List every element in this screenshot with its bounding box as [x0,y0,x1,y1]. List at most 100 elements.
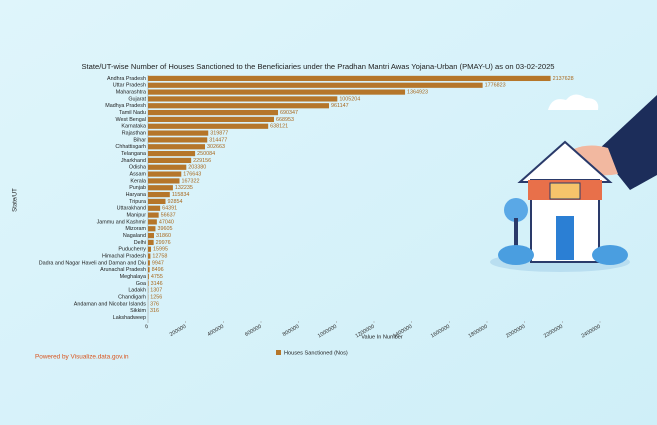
data-label: 229156 [193,158,211,164]
y-tick-label: Arunachal Pradesh [100,267,146,273]
bar [148,157,192,164]
data-label: 1307 [150,288,162,294]
data-label: 15995 [153,247,168,253]
y-tick-label: Andhra Pradesh [107,76,146,82]
data-label: 319877 [210,131,228,137]
y-tick-label: West Bengal [116,117,146,123]
y-tick-label: Chhattisgarh [115,144,146,150]
bar [148,116,274,123]
bar [148,82,483,88]
data-label: 167322 [182,178,200,184]
y-tick-label: Himachal Pradesh [102,254,146,260]
y-tick-label: Rajasthan [122,131,146,137]
legend-label: Houses Sanctioned (Nos) [284,350,348,356]
data-label: 1776823 [485,83,506,89]
y-axis-label: State/UT [13,188,19,212]
data-label: 176643 [183,172,201,178]
y-tick-label: Mizoram [125,226,146,232]
data-label: 2137628 [553,76,574,82]
bar [148,212,159,218]
bar [148,137,208,143]
y-tick-label: Lakshadweep [113,315,146,321]
y-tick-label: Bihar [133,137,146,143]
bar [148,178,180,184]
y-tick-label: Delhi [134,240,146,246]
legend-swatch [276,350,281,355]
data-label: 302663 [207,144,225,150]
data-label: 1256 [150,295,162,301]
data-label: 9947 [152,260,164,266]
y-tick-label: Assam [130,172,147,178]
chart-title: State/UT-wise Number of Houses Sanctione… [81,62,554,71]
bar [148,185,173,191]
y-tick-label: Maharashtra [116,90,146,96]
bar [148,260,150,266]
bar [148,253,151,259]
y-tick-label: Meghalaya [120,274,146,280]
y-tick-label: Odisha [129,165,146,171]
y-tick-label: Tripura [129,199,146,205]
bar [148,273,149,280]
bar [148,226,156,232]
bar [148,109,279,116]
data-label: 203380 [188,165,206,171]
y-tick-label: Kerala [130,178,146,184]
y-tick-label: Ladakh [128,288,146,294]
data-label: 1364923 [407,90,428,96]
y-tick-label: Tamil Nadu [119,110,146,116]
data-label: 56637 [161,213,176,219]
data-label: 961147 [331,103,349,109]
y-tick-label: Puducherry [118,247,146,253]
bar [148,89,406,95]
illustration [490,94,657,272]
bar [148,191,170,198]
y-tick-label: Uttar Pradesh [113,83,146,89]
data-label: 64391 [162,206,177,212]
y-tick-label: Gujarat [128,96,146,102]
bar [148,123,269,129]
data-label: 314477 [209,137,227,143]
data-label: 12758 [152,254,167,260]
data-label: 690347 [280,110,298,116]
data-label: 1005204 [339,96,360,102]
bar [148,239,154,246]
y-tick-label: Jammu and Kashmir [97,219,147,225]
bar [148,280,149,287]
bar [148,267,150,273]
bar [148,103,330,109]
data-label: 47040 [159,219,174,225]
y-tick-label: Punjab [129,185,146,191]
bar [148,198,166,205]
y-tick-label: Karnataka [121,124,146,130]
bar [148,96,338,102]
x-axis-label: Value In Number [361,334,403,340]
y-tick-label: Manipur [127,213,147,219]
bar [148,219,157,225]
data-label: 3146 [151,281,163,287]
bar [148,232,155,239]
bar [148,130,209,136]
y-tick-label: Andaman and Nicobar Islands [74,301,147,307]
bar [148,205,161,211]
y-tick-label: Jharkhand [121,158,146,164]
data-label: 115834 [172,192,190,198]
y-tick-label: Goa [136,281,146,287]
bar [148,75,551,82]
y-tick-label: Uttarakhand [117,206,146,212]
data-label: 92854 [167,199,182,205]
data-label: 29976 [156,240,171,246]
y-tick-label: Telangana [121,151,146,157]
y-tick-label: Sikkim [130,308,146,314]
bar [148,150,196,157]
y-tick-label: Nagaland [123,233,146,239]
data-label: 4755 [151,274,163,280]
bar [148,246,152,252]
data-label: 376 [150,301,159,307]
y-tick-label: Dadra and Nagar Haveli and Daman and Diu [39,260,146,266]
data-label: 638121 [270,124,288,130]
bar [148,144,206,150]
data-label: 8496 [152,267,164,273]
x-tick-label: 0 [144,324,150,331]
y-tick-label: Chandigarh [118,295,146,301]
